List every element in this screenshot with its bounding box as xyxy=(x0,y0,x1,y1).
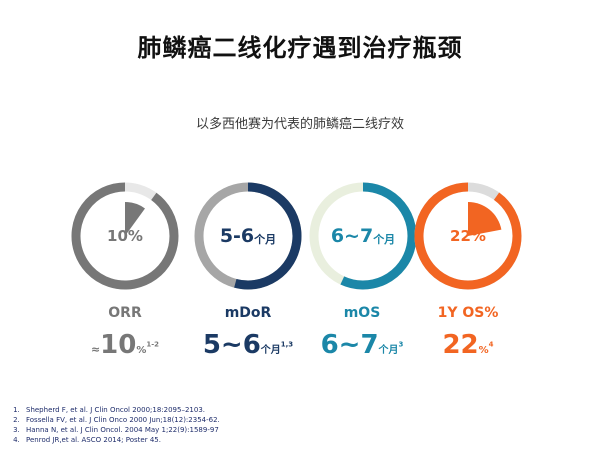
mdor-label: mDoR xyxy=(224,305,272,321)
os1y-pie-wedge xyxy=(468,202,502,236)
os1y-value-number: 22 xyxy=(442,330,479,360)
mdor-value-unit: 个月 xyxy=(260,345,281,356)
slide-title: 肺鳞癌二线化疗遇到治疗瓶颈 xyxy=(137,34,463,62)
orr-ring-arc xyxy=(71,182,179,290)
mdor-citation: 1,3 xyxy=(280,340,294,349)
os1y-label: 1Y OS% xyxy=(437,305,499,321)
mos-value-unit: 个月 xyxy=(378,345,399,356)
reference-item: Hanna N, et al. J Clin Oncol. 2004 May 1… xyxy=(22,425,566,435)
mdor-value-number: 5~6 xyxy=(202,330,261,360)
orr-approx: ≈ xyxy=(90,343,101,356)
orr-value-unit: % xyxy=(136,345,147,356)
os1y-ring-arc xyxy=(414,182,522,290)
reference-item: Penrod JR,et al. ASCO 2014; Poster 45. xyxy=(22,435,566,445)
mdor-ring-arc xyxy=(234,182,302,290)
mos-ring: 6~7 个月 xyxy=(305,178,421,294)
os1y-value-unit: % xyxy=(478,345,489,356)
mdor-value: 5~6个月1,3 xyxy=(168,330,328,360)
os1y-citation: 4 xyxy=(488,340,494,349)
slide-subtitle: 以多西他赛为代表的肺鳞癌二线疗效 xyxy=(195,117,404,132)
orr-citation: 1-2 xyxy=(146,340,160,349)
orr-label: ORR xyxy=(108,305,142,321)
mos-citation: 3 xyxy=(398,340,404,349)
mos-ring-arc xyxy=(340,182,417,290)
reference-item: Fossella FV, et al. J Clin Onco 2000 Jun… xyxy=(22,415,566,425)
orr-value: ≈10%1-2 xyxy=(45,330,205,360)
orr-ring: 10% xyxy=(67,178,183,294)
references: Shepherd F, et al. J Clin Oncol 2000;18:… xyxy=(6,405,566,445)
reference-item: Shepherd F, et al. J Clin Oncol 2000;18:… xyxy=(22,405,566,415)
orr-value-number: 10 xyxy=(100,330,137,360)
os1y-ring: 22% xyxy=(410,178,526,294)
orr-pie-wedge xyxy=(125,202,145,236)
mos-value: 6~7个月3 xyxy=(282,330,442,360)
mos-value-number: 6~7 xyxy=(320,330,379,360)
mos-label: mOS xyxy=(343,305,381,321)
os1y-value: 22%4 xyxy=(388,330,548,360)
mdor-ring: 5-6 个月 xyxy=(190,178,306,294)
